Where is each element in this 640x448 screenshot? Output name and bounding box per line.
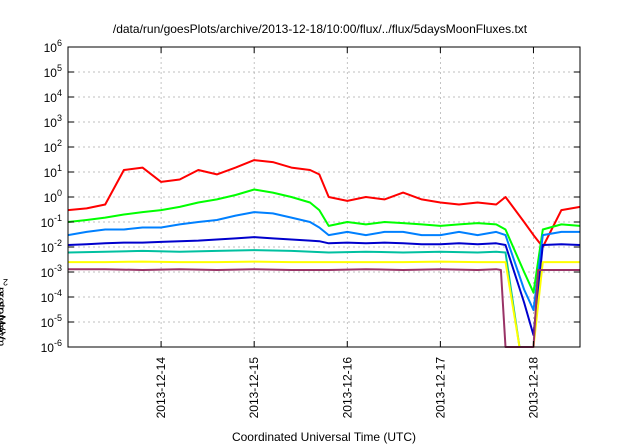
- series-line-4: [67, 236, 581, 337]
- y-tick-label: 104: [44, 88, 62, 105]
- y-tick-label: 10-5: [41, 313, 62, 330]
- y-tick-label: 10-6: [41, 338, 62, 355]
- y-tick-label: 10-3: [41, 263, 62, 280]
- series-line-7: [68, 268, 580, 348]
- series-line-3: [67, 211, 580, 312]
- x-axis-label: Coordinated Universal Time (UTC): [231, 430, 417, 444]
- grid-lines: [68, 47, 580, 347]
- chart-title: /data/run/goesPlots/archive/2013-12-18/1…: [112, 22, 528, 36]
- y-tick-label: 10-2: [41, 238, 62, 255]
- series-line-5: [67, 249, 534, 348]
- x-tick-label: 2013-12-17: [433, 357, 447, 419]
- x-tick-label: 2013-12-15: [247, 357, 261, 419]
- y-axis-label-part2: -s-sr-MeV: [0, 287, 8, 340]
- y-axis-label-superscript: 2: [2, 277, 8, 287]
- y-tick-label: 10-1: [41, 213, 62, 230]
- y-tick-label: 102: [44, 138, 62, 155]
- series-line-2: [67, 188, 581, 294]
- x-tick-label: 2013-12-16: [340, 357, 354, 419]
- series-line-1: [67, 159, 581, 248]
- y-tick-label: 101: [44, 163, 62, 180]
- y-axis-ticks: 10-6 10-5 10-4 10-3 10-2 10-1 100 101 102 103 104 1…: [41, 38, 580, 355]
- x-tick-label: 2013-12-18: [526, 357, 540, 419]
- y-tick-label: 10-4: [41, 288, 62, 305]
- x-axis-ticks: 2013-12-14 2013-12-15 2013-12-16 2013-12-17…: [154, 47, 540, 418]
- y-tick-label: 105: [44, 63, 62, 80]
- y-tick-label: 100: [44, 188, 62, 205]
- y-tick-label: 103: [44, 113, 62, 130]
- y-tick-label: 106: [44, 38, 62, 55]
- x-tick-label: 2013-12-14: [154, 357, 168, 419]
- series-layer: [67, 159, 581, 348]
